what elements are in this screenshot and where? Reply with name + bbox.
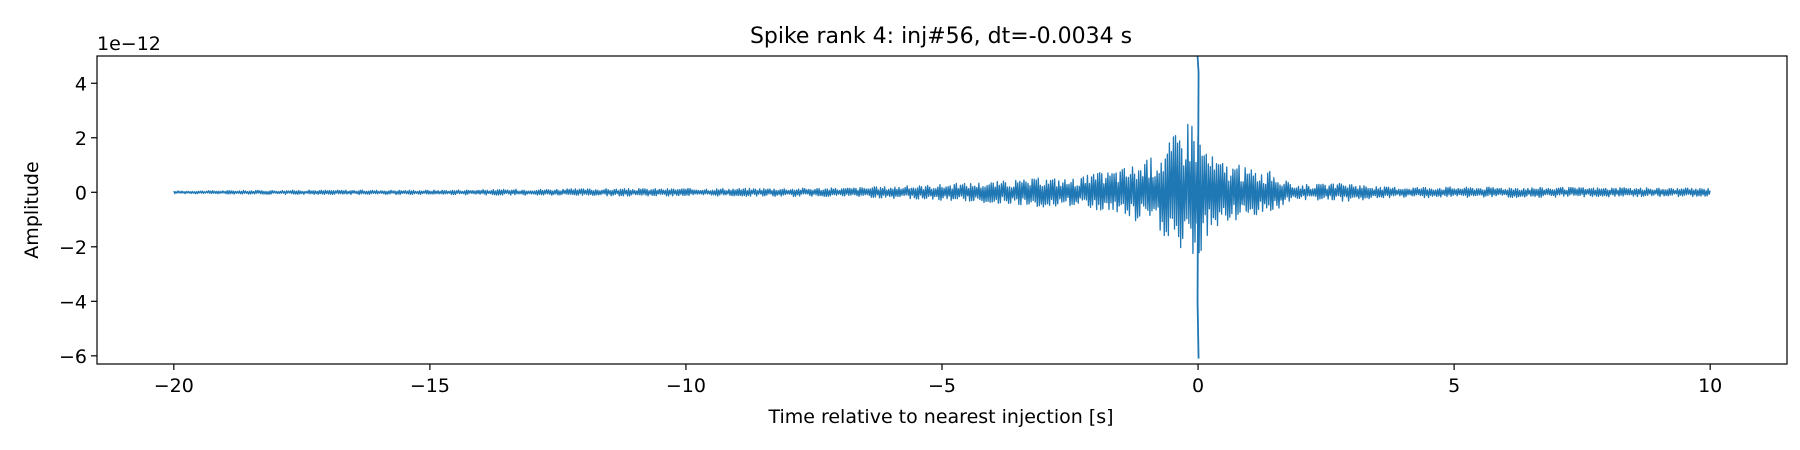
x-tick-label: −15 [410,375,450,397]
series-layer [173,55,1711,359]
y-tick-label: 0 [75,182,87,204]
x-tick-label: −5 [928,375,956,397]
central-spike [1196,55,1200,359]
x-tick-label: −20 [154,375,194,397]
chart-title: Spike rank 4: inj#56, dt=-0.0034 s [750,24,1132,49]
x-axis: −20 −15 −10 −5 0 5 10 [154,364,1722,397]
y-tick-label: 4 [75,73,87,95]
x-axis-label: Time relative to nearest injection [s] [767,406,1113,428]
y-tick-label: −6 [59,346,87,368]
y-tick-label: 2 [75,128,87,150]
y-axis: −6 −4 −2 0 2 4 [59,73,97,368]
y-offset-label: 1e−12 [97,33,161,55]
y-tick-label: −2 [59,237,87,259]
x-tick-label: −10 [666,375,706,397]
series-line [173,123,1711,255]
y-tick-label: −4 [59,291,87,313]
x-tick-label: 10 [1698,375,1722,397]
y-axis-label: Amplitude [21,161,43,258]
x-tick-label: 0 [1192,375,1204,397]
x-tick-label: 5 [1448,375,1460,397]
